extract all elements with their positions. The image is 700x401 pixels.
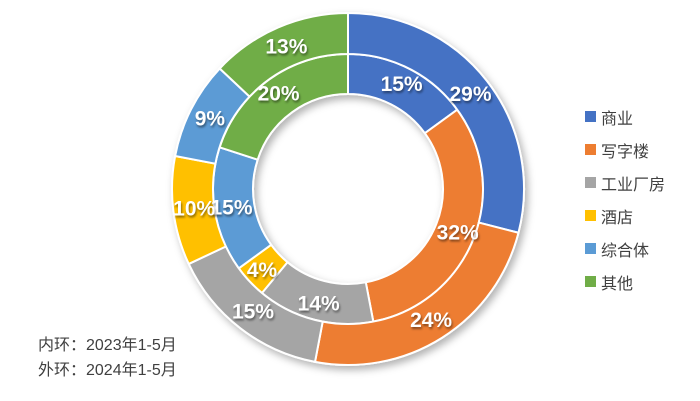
legend-swatch-icon: [585, 144, 596, 155]
outer-ring-key: 外环：2024年1-5月: [38, 362, 177, 379]
legend-label: 其他: [601, 275, 634, 293]
data-label-outer-写字楼: 24%: [410, 309, 452, 332]
data-label-inner-商业: 15%: [381, 73, 423, 96]
data-label-inner-酒店: 4%: [247, 259, 278, 282]
legend: 商业写字楼工业厂房酒店综合体其他: [585, 100, 665, 298]
legend-swatch-icon: [585, 276, 596, 287]
legend-swatch-icon: [585, 177, 596, 188]
legend-item-写字楼: 写字楼: [585, 133, 665, 166]
legend-label: 商业: [601, 110, 634, 128]
legend-item-综合体: 综合体: [585, 232, 665, 265]
data-label-inner-写字楼: 32%: [437, 221, 479, 244]
legend-label: 综合体: [601, 242, 650, 260]
legend-item-商业: 商业: [585, 100, 665, 133]
legend-swatch-icon: [585, 111, 596, 122]
inner-ring-key: 内环：2023年1-5月: [38, 337, 177, 354]
legend-swatch-icon: [585, 243, 596, 254]
legend-item-工业厂房: 工业厂房: [585, 166, 665, 199]
data-label-outer-工业厂房: 15%: [232, 301, 274, 324]
legend-item-其他: 其他: [585, 265, 665, 298]
data-label-outer-酒店: 10%: [173, 197, 215, 220]
segment-outer-其他: [218, 12, 349, 98]
data-label-inner-工业厂房: 14%: [298, 292, 340, 315]
legend-swatch-icon: [585, 210, 596, 221]
legend-label: 工业厂房: [601, 176, 666, 194]
legend-label: 写字楼: [601, 143, 650, 161]
data-label-outer-综合体: 9%: [195, 108, 226, 131]
data-label-inner-综合体: 15%: [210, 197, 252, 220]
ring-key: 内环：2023年1-5月 外环：2024年1-5月: [38, 333, 177, 383]
data-label-outer-商业: 29%: [449, 83, 491, 106]
legend-label: 酒店: [601, 209, 634, 227]
legend-item-酒店: 酒店: [585, 199, 665, 232]
data-label-outer-其他: 13%: [265, 36, 307, 59]
data-label-inner-其他: 20%: [258, 83, 300, 106]
